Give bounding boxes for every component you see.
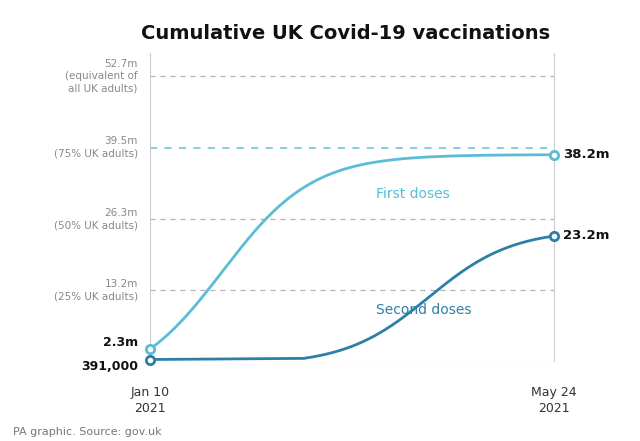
Text: 39.5m
(75% UK adults): 39.5m (75% UK adults) xyxy=(54,137,138,159)
Text: Jan 10
2021: Jan 10 2021 xyxy=(131,386,170,415)
Text: Cumulative UK Covid-19 vaccinations: Cumulative UK Covid-19 vaccinations xyxy=(141,24,550,43)
Text: 26.3m
(50% UK adults): 26.3m (50% UK adults) xyxy=(54,208,138,230)
Text: 52.7m
(equivalent of
all UK adults): 52.7m (equivalent of all UK adults) xyxy=(65,59,138,93)
Text: Second doses: Second doses xyxy=(376,303,472,317)
Text: 13.2m
(25% UK adults): 13.2m (25% UK adults) xyxy=(54,279,138,301)
Text: First doses: First doses xyxy=(376,187,450,201)
Text: PA graphic. Source: gov.uk: PA graphic. Source: gov.uk xyxy=(13,426,161,437)
Text: 23.2m: 23.2m xyxy=(563,229,609,243)
Text: 2.3m: 2.3m xyxy=(102,336,138,349)
Text: May 24
2021: May 24 2021 xyxy=(531,386,577,415)
Text: 391,000: 391,000 xyxy=(81,359,138,373)
Text: 38.2m: 38.2m xyxy=(563,148,610,161)
